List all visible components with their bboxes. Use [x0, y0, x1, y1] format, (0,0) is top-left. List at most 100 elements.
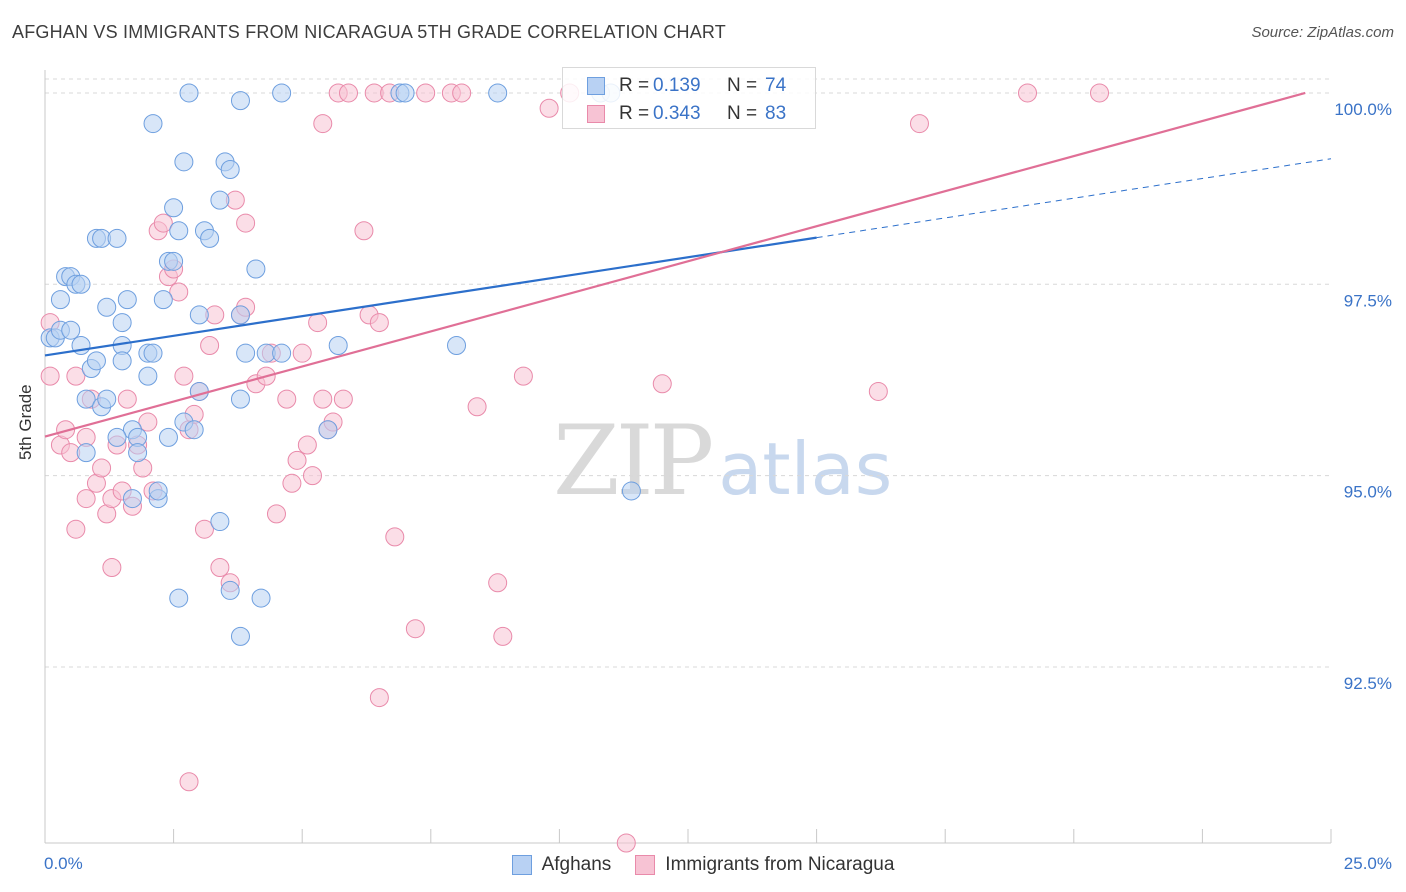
afghan-point — [117, 290, 137, 310]
nicaragua-point — [405, 619, 425, 639]
afghan-point — [122, 489, 142, 509]
nicaragua-point — [488, 573, 508, 593]
nicaragua-point — [277, 389, 297, 409]
afghan-point — [272, 343, 292, 363]
nicaragua-point — [92, 458, 112, 478]
afghan-point — [143, 343, 163, 363]
afghan-trendline — [44, 236, 817, 357]
nicaragua-point — [416, 83, 436, 103]
afghan-point — [210, 512, 230, 532]
nicaragua-point — [66, 519, 86, 539]
afghan-trendline-extension — [816, 158, 1332, 239]
nicaragua-point — [66, 366, 86, 386]
nicaragua-point — [138, 412, 158, 432]
nicaragua-point — [292, 343, 312, 363]
nicaragua-trendline — [44, 91, 1306, 438]
nicaragua-point — [174, 366, 194, 386]
stats-legend-row-nicaragua: R = 0.343 N = 83 — [587, 102, 786, 126]
legend-label-nicaragua: Immigrants from Nicaragua — [665, 854, 895, 875]
nicaragua-point — [313, 389, 333, 409]
afghan-point — [76, 389, 96, 409]
x-tick-label-max: 25.0% — [1344, 854, 1392, 873]
legend-label-afghans: Afghans — [541, 854, 612, 875]
afghan-point — [97, 297, 117, 317]
afghan-point — [86, 351, 106, 371]
nicaragua-point — [467, 397, 487, 417]
afghan-point — [220, 159, 240, 179]
r-label: R = — [619, 103, 650, 124]
r-value: 0.343 — [653, 103, 701, 124]
y-tick-label: 92.5% — [1344, 674, 1392, 693]
y-axis-label: 5th Grade — [16, 384, 35, 460]
nicaragua-point — [369, 313, 389, 333]
nicaragua-point — [513, 366, 533, 386]
afghan-point — [76, 443, 96, 463]
afghan-point — [179, 83, 199, 103]
afghan-point — [272, 83, 292, 103]
r-label: R = — [619, 75, 650, 96]
nicaragua-point — [200, 336, 220, 356]
stats-legend: R = 0.139 N = 74 R = 0.343 N = 83 — [562, 67, 816, 129]
afghan-point — [210, 190, 230, 210]
afghan-point — [50, 290, 70, 310]
chart-title: AFGHAN VS IMMIGRANTS FROM NICARAGUA 5TH … — [12, 22, 727, 42]
nicaragua-point — [153, 213, 173, 233]
nicaragua-swatch — [635, 855, 656, 875]
y-tick-label: 95.0% — [1344, 483, 1392, 502]
nicaragua-point — [179, 772, 199, 792]
nicaragua-point — [287, 450, 307, 470]
nicaragua-point — [282, 473, 302, 493]
legend-item-nicaragua[interactable]: Immigrants from Nicaragua — [635, 854, 894, 876]
nicaragua-point — [236, 213, 256, 233]
n-value: 83 — [765, 103, 787, 124]
afghan-point — [112, 351, 132, 371]
watermark-atlas: atlas — [718, 427, 893, 511]
afghan-point — [488, 83, 508, 103]
nicaragua-point — [493, 626, 513, 646]
nicaragua-swatch — [587, 105, 605, 123]
nicaragua-point — [539, 98, 559, 118]
afghan-point — [184, 420, 204, 440]
afghan-point — [447, 336, 467, 356]
source-credit: Source: ZipAtlas.com — [1251, 24, 1394, 41]
nicaragua-point — [369, 688, 389, 708]
afghan-point — [230, 389, 250, 409]
afghan-point — [189, 305, 209, 325]
series-legend: Afghans Immigrants from Nicaragua — [0, 852, 1406, 878]
nicaragua-point — [333, 389, 353, 409]
afghan-point — [107, 427, 127, 447]
afghan-point — [200, 228, 220, 248]
afghan-point — [189, 381, 209, 401]
afghan-point — [230, 626, 250, 646]
nicaragua-point — [616, 833, 636, 853]
afghan-point — [621, 481, 641, 501]
afghan-point — [97, 389, 117, 409]
nicaragua-point — [102, 557, 122, 577]
n-value: 74 — [765, 75, 787, 96]
nicaragua-point — [308, 313, 328, 333]
afghan-point — [71, 274, 91, 294]
nicaragua-point — [266, 504, 286, 524]
nicaragua-point — [302, 466, 322, 486]
nicaragua-point — [385, 527, 405, 547]
afghan-point — [251, 588, 271, 608]
n-label: N = — [727, 75, 758, 96]
nicaragua-point — [1018, 83, 1038, 103]
nicaragua-point — [210, 557, 230, 577]
nicaragua-point — [338, 83, 358, 103]
nicaragua-point — [117, 389, 137, 409]
afghans-swatch — [587, 77, 605, 95]
nicaragua-point — [76, 489, 96, 509]
afghan-point — [169, 588, 189, 608]
afghan-point — [112, 313, 132, 333]
nicaragua-point — [1090, 83, 1110, 103]
nicaragua-point — [354, 221, 374, 241]
afghan-point — [158, 427, 178, 447]
y-tick-label: 97.5% — [1344, 291, 1392, 310]
afghan-point — [236, 343, 256, 363]
afghan-point — [328, 336, 348, 356]
afghan-point — [107, 228, 127, 248]
legend-item-afghans[interactable]: Afghans — [511, 854, 612, 876]
afghan-point — [169, 221, 189, 241]
